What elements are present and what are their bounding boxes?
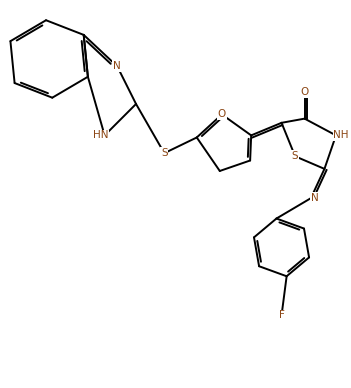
Text: O: O [218, 109, 226, 120]
Text: O: O [300, 87, 309, 97]
Text: N: N [113, 61, 121, 71]
Text: F: F [279, 310, 284, 320]
Text: NH: NH [333, 130, 349, 140]
Text: S: S [292, 151, 298, 161]
Text: S: S [161, 148, 168, 158]
Text: HN: HN [93, 130, 108, 140]
Text: N: N [311, 193, 319, 203]
